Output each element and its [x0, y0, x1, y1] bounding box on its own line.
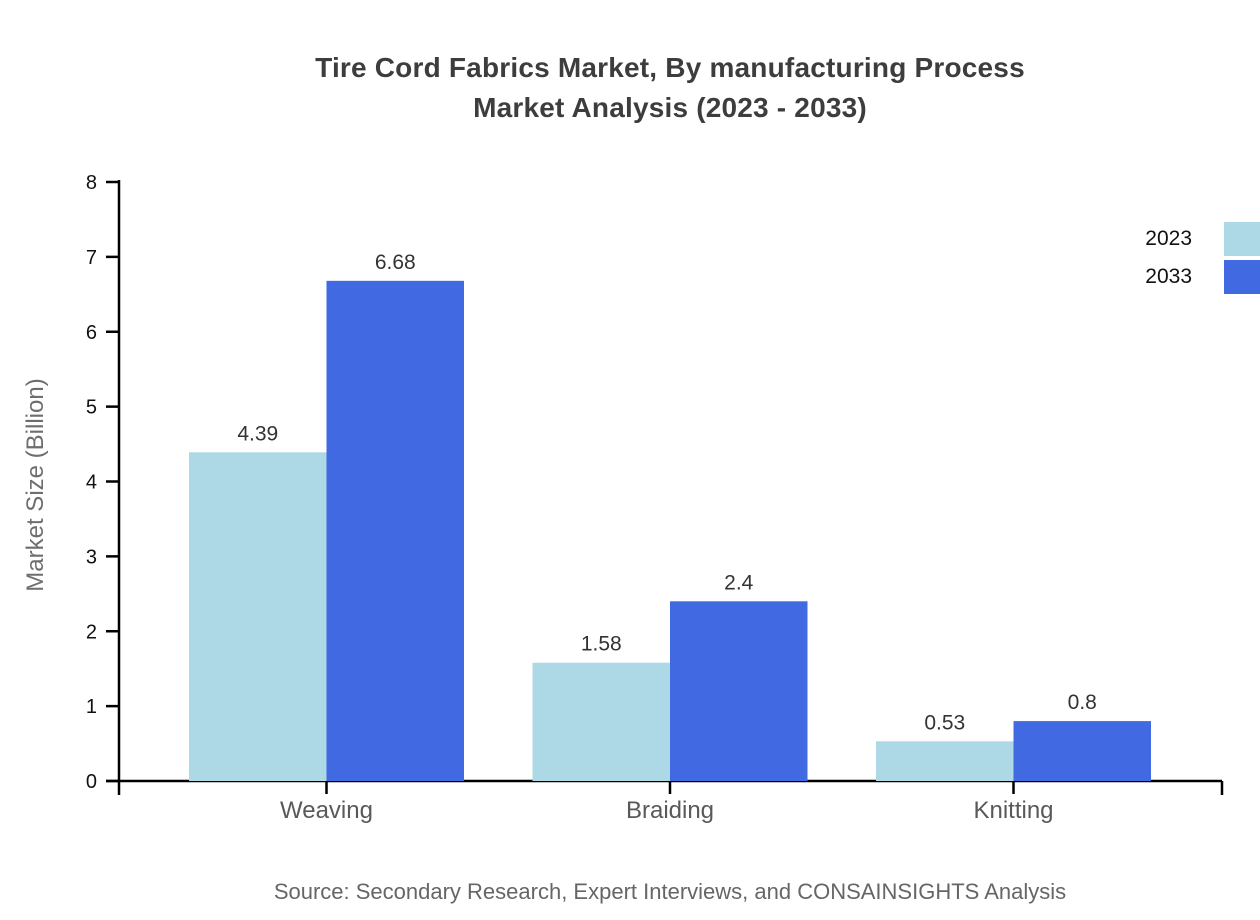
- legend-swatch-2023: [1224, 222, 1260, 256]
- y-tick-label: 1: [86, 696, 97, 718]
- y-tick-label: 8: [86, 172, 97, 194]
- legend-item-2033: 2033: [1145, 260, 1260, 294]
- y-tick-label: 0: [86, 771, 97, 793]
- legend: 2023 2033: [1145, 222, 1260, 294]
- chart-title: Tire Cord Fabrics Market, By manufacturi…: [80, 48, 1260, 128]
- bar-value-label-2033-braiding: 2.4: [724, 571, 754, 594]
- y-tick-label: 3: [86, 546, 97, 568]
- x-category-label-braiding: Braiding: [626, 797, 714, 824]
- source-note: Source: Secondary Research, Expert Inter…: [273, 879, 1067, 904]
- bar-2023-weaving: [189, 452, 327, 781]
- bar-value-label-2033-knitting: 0.8: [1068, 691, 1097, 714]
- bar-2033-knitting: [1013, 721, 1151, 781]
- y-axis-title: Market Size (Billion): [22, 378, 49, 592]
- bar-value-label-2033-weaving: 6.68: [375, 251, 416, 274]
- bar-value-label-2023-knitting: 0.53: [924, 711, 965, 734]
- bar-2023-braiding: [532, 662, 670, 781]
- y-tick-label: 6: [86, 322, 97, 344]
- legend-item-2023: 2023: [1145, 222, 1260, 256]
- bar-value-label-2023-braiding: 1.58: [581, 633, 622, 656]
- y-tick-label: 2: [86, 621, 97, 643]
- chart-title-line1: Tire Cord Fabrics Market, By manufacturi…: [315, 52, 1025, 83]
- y-tick-label: 7: [86, 247, 97, 269]
- bar-2023-knitting: [876, 741, 1014, 781]
- x-category-label-knitting: Knitting: [973, 797, 1053, 824]
- y-tick-label: 5: [86, 397, 97, 419]
- x-category-label-weaving: Weaving: [280, 797, 373, 824]
- chart-title-line2: Market Analysis (2023 - 2033): [473, 92, 867, 123]
- bar-value-label-2023-weaving: 4.39: [237, 422, 278, 445]
- bar-2033-weaving: [326, 280, 464, 781]
- y-tick-label: 4: [86, 472, 97, 494]
- legend-swatch-2033: [1224, 260, 1260, 294]
- legend-label-2023: 2023: [1145, 227, 1192, 250]
- legend-label-2033: 2033: [1145, 265, 1192, 288]
- bar-2033-braiding: [670, 601, 808, 781]
